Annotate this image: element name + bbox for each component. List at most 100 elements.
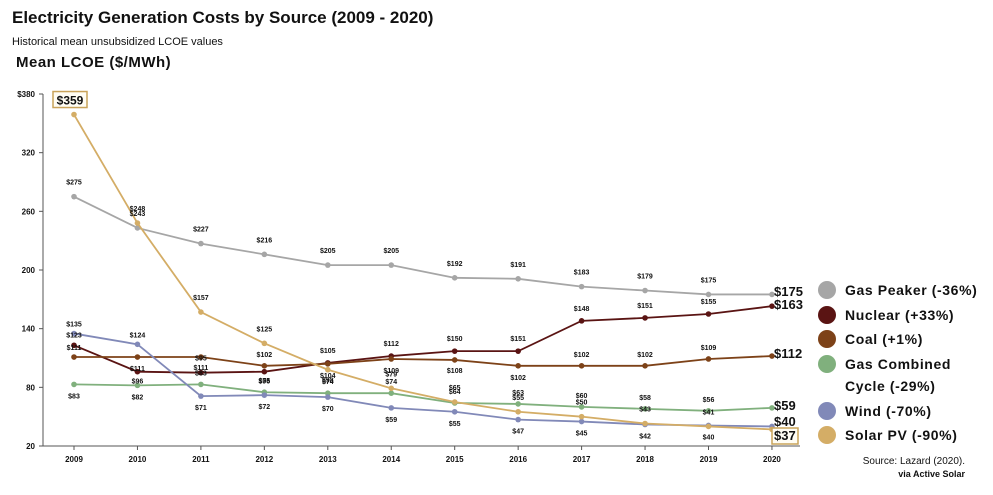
legend-label: Nuclear (+33%) xyxy=(845,306,955,323)
data-point xyxy=(261,363,268,369)
legend-item: Gas Peaker (-36%) xyxy=(818,279,988,302)
legend-swatch xyxy=(818,354,836,373)
callout-box xyxy=(52,90,88,109)
data-label: $65 xyxy=(449,385,461,392)
data-point xyxy=(388,405,395,411)
data-point xyxy=(71,330,77,337)
data-point xyxy=(388,390,395,397)
data-label: $359 xyxy=(57,94,84,108)
data-label: $124 xyxy=(130,332,146,339)
data-label: $192 xyxy=(447,261,463,268)
data-label: $72 xyxy=(259,404,271,411)
data-point xyxy=(71,342,77,349)
data-label: $111 xyxy=(130,366,145,373)
data-point xyxy=(71,354,77,360)
x-tick-label: 2019 xyxy=(700,455,718,464)
data-label: $205 xyxy=(320,248,336,255)
data-point xyxy=(198,240,204,247)
data-point xyxy=(71,381,77,388)
data-label: $60 xyxy=(576,393,588,400)
data-point xyxy=(769,405,775,411)
data-label: $40 xyxy=(703,434,715,441)
legend-label: Gas Combined Cycle (-29%) xyxy=(845,355,951,395)
data-point xyxy=(451,357,458,363)
data-label: $109 xyxy=(383,368,399,375)
data-labels-layer: $275 $243 $227 $216 $205 $205 $192 $191 $183 $179… xyxy=(52,90,803,445)
data-point xyxy=(134,382,141,389)
data-label: $111 xyxy=(67,345,82,352)
end-label: $112 xyxy=(774,346,802,361)
data-point xyxy=(134,368,141,375)
data-point xyxy=(578,283,585,290)
chart-title: Electricity Generation Costs by Source (… xyxy=(12,8,434,27)
data-point xyxy=(642,315,648,321)
data-label: $83 xyxy=(195,370,207,377)
data-point xyxy=(261,251,268,258)
x-tick-label: 2013 xyxy=(319,455,337,464)
data-label: $43 xyxy=(639,407,651,414)
data-label: $179 xyxy=(637,274,653,281)
callout-box xyxy=(771,427,799,445)
data-label: $109 xyxy=(701,345,717,352)
data-point xyxy=(325,390,331,397)
data-point xyxy=(388,356,395,362)
data-point xyxy=(261,368,268,375)
data-label: $175 xyxy=(701,277,717,284)
legend-swatch xyxy=(818,281,836,299)
data-label: $102 xyxy=(637,352,653,359)
data-label: $82 xyxy=(132,394,144,401)
data-point xyxy=(451,399,458,405)
end-label: $37 xyxy=(774,428,796,443)
data-label: $227 xyxy=(193,227,209,234)
y-tick-label: 320 xyxy=(22,149,36,158)
data-point xyxy=(71,111,77,118)
data-label: $96 xyxy=(132,379,144,386)
x-tick-label: 2014 xyxy=(382,455,400,464)
series-line xyxy=(73,305,773,374)
legend-item: Nuclear (+33%) xyxy=(818,304,988,327)
legend-label: Gas Peaker (-36%) xyxy=(845,282,978,298)
x-tick-label: 2018 xyxy=(636,455,654,464)
data-point xyxy=(769,291,775,298)
legend-swatch xyxy=(818,401,836,420)
x-tick-label: 2015 xyxy=(446,455,464,464)
data-label: $150 xyxy=(447,336,463,343)
data-point xyxy=(325,366,331,373)
data-point xyxy=(198,354,204,360)
source-text: Source: Lazard (2020). xyxy=(862,456,965,467)
data-label: $50 xyxy=(576,400,588,407)
legend-label: Wind (-70%) xyxy=(845,402,932,419)
data-point xyxy=(705,408,712,414)
data-label: $45 xyxy=(576,431,588,438)
data-point xyxy=(705,356,712,362)
end-label: $163 xyxy=(774,297,803,312)
data-point xyxy=(261,340,268,347)
data-point xyxy=(705,291,712,298)
data-point xyxy=(578,404,585,410)
y-tick-label: 140 xyxy=(22,325,36,334)
data-label: $102 xyxy=(574,352,590,359)
data-label: $248 xyxy=(130,206,146,213)
data-label: $102 xyxy=(510,375,526,382)
data-point xyxy=(515,401,521,407)
y-tick-label: 20 xyxy=(26,442,35,451)
y-axis-label: Mean LCOE ($/MWh) xyxy=(16,54,172,71)
data-label: $105 xyxy=(320,348,336,355)
data-label: $275 xyxy=(66,180,82,187)
axes: 20 80 140 200 260 320 $380 2009 2010 2011 2012 2013… xyxy=(17,90,800,464)
y-tick-label: $380 xyxy=(17,90,35,99)
source-note: Source: Lazard (2020). via Active Solar xyxy=(863,456,965,480)
data-label: $112 xyxy=(384,341,399,348)
data-point xyxy=(769,303,775,309)
y-tick-label: 260 xyxy=(22,207,36,216)
data-point xyxy=(451,408,458,415)
data-point xyxy=(325,361,331,367)
legend-swatch xyxy=(818,305,836,324)
data-label: $42 xyxy=(639,433,651,440)
data-point xyxy=(515,348,521,354)
data-point xyxy=(578,413,585,420)
data-point xyxy=(198,369,204,376)
data-point xyxy=(451,275,458,281)
series-line xyxy=(73,332,772,428)
data-label: $216 xyxy=(257,237,273,244)
